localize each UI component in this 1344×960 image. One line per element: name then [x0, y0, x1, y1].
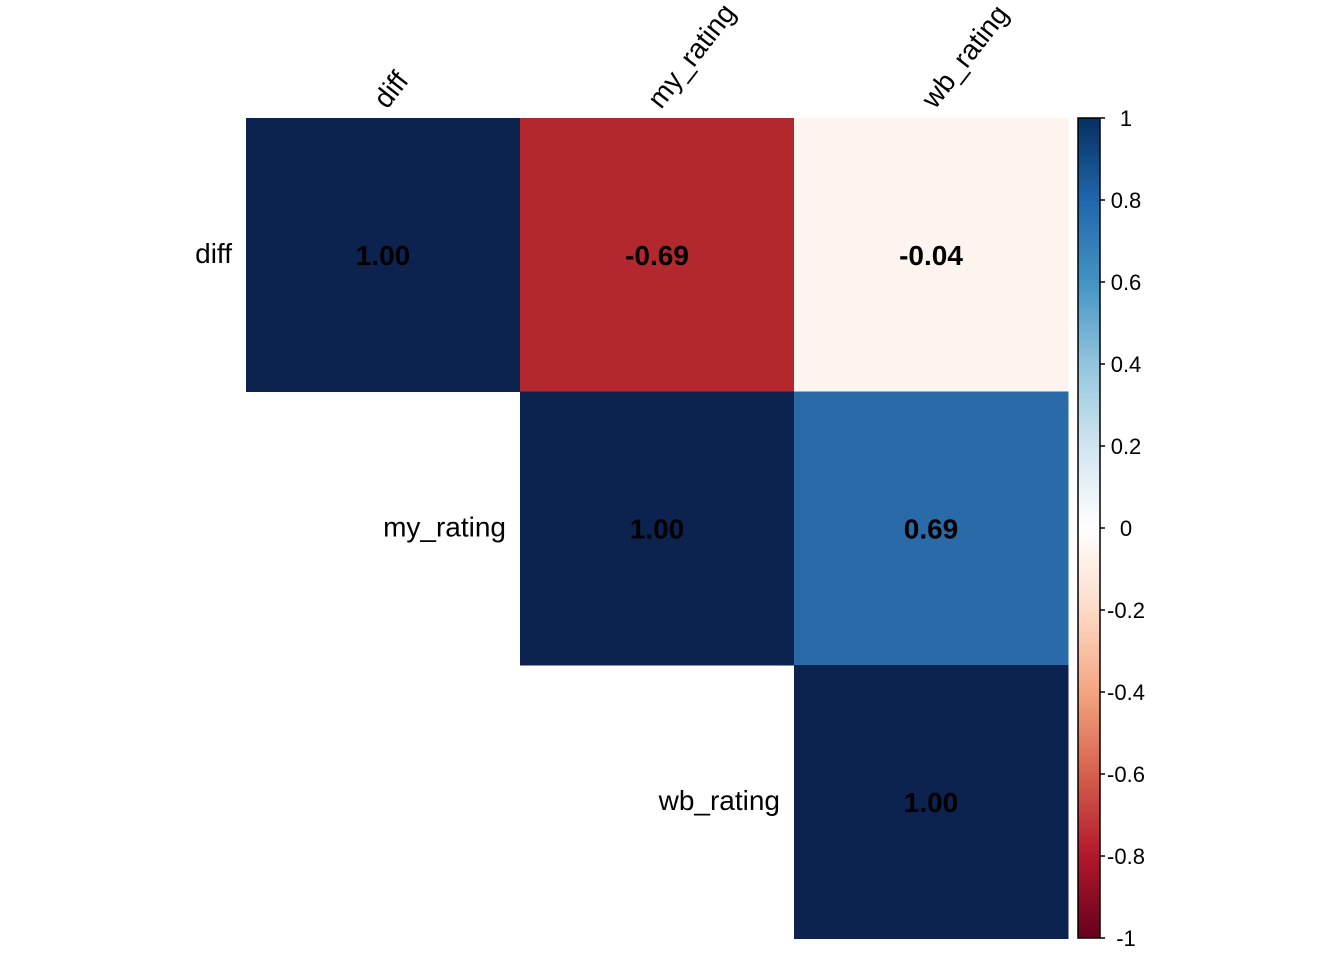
column-label: my_rating: [641, 0, 741, 114]
column-label: wb_rating: [915, 0, 1015, 114]
cell-value-label: -0.04: [899, 240, 963, 271]
colorbar: 1 0.8 0.6 0.4 0.2 0 -0.2 -0.4 -0.6 -0.8 -1: [1077, 106, 1145, 951]
heatmap-cell: [520, 118, 795, 392]
cell-value-label: 0.69: [904, 513, 959, 544]
colorbar-tick-label: -0.4: [1107, 680, 1145, 705]
colorbar-tick-label: 0.2: [1111, 434, 1142, 459]
heatmap-cell: [794, 665, 1069, 939]
column-label: diff: [367, 65, 414, 113]
colorbar-tick-label: -0.2: [1107, 598, 1145, 623]
cell-value-label: 1.00: [356, 240, 411, 271]
heatmap-cell: [794, 118, 1069, 392]
colorbar-tick-label: -0.6: [1107, 762, 1145, 787]
heatmap-cell: [794, 391, 1069, 666]
colorbar-gradient: [1077, 117, 1101, 939]
row-label: wb_rating: [658, 785, 780, 816]
colorbar-tick-label: 0.4: [1111, 352, 1142, 377]
colorbar-tick-label: 1: [1120, 106, 1132, 131]
colorbar-tick-label: -0.8: [1107, 844, 1145, 869]
colorbar-tick-label: -1: [1116, 926, 1136, 951]
colorbar-tick-label: 0: [1120, 516, 1132, 541]
cell-value-label: 1.00: [904, 787, 959, 818]
heatmap-cell: [520, 391, 795, 666]
row-label: diff: [195, 238, 232, 269]
heatmap-cell: [246, 118, 521, 392]
row-label: my_rating: [383, 511, 506, 542]
colorbar-tick-label: 0.8: [1111, 188, 1142, 213]
cell-value-label: -0.69: [625, 240, 689, 271]
cell-value-label: 1.00: [630, 513, 685, 544]
colorbar-tick-label: 0.6: [1111, 270, 1142, 295]
